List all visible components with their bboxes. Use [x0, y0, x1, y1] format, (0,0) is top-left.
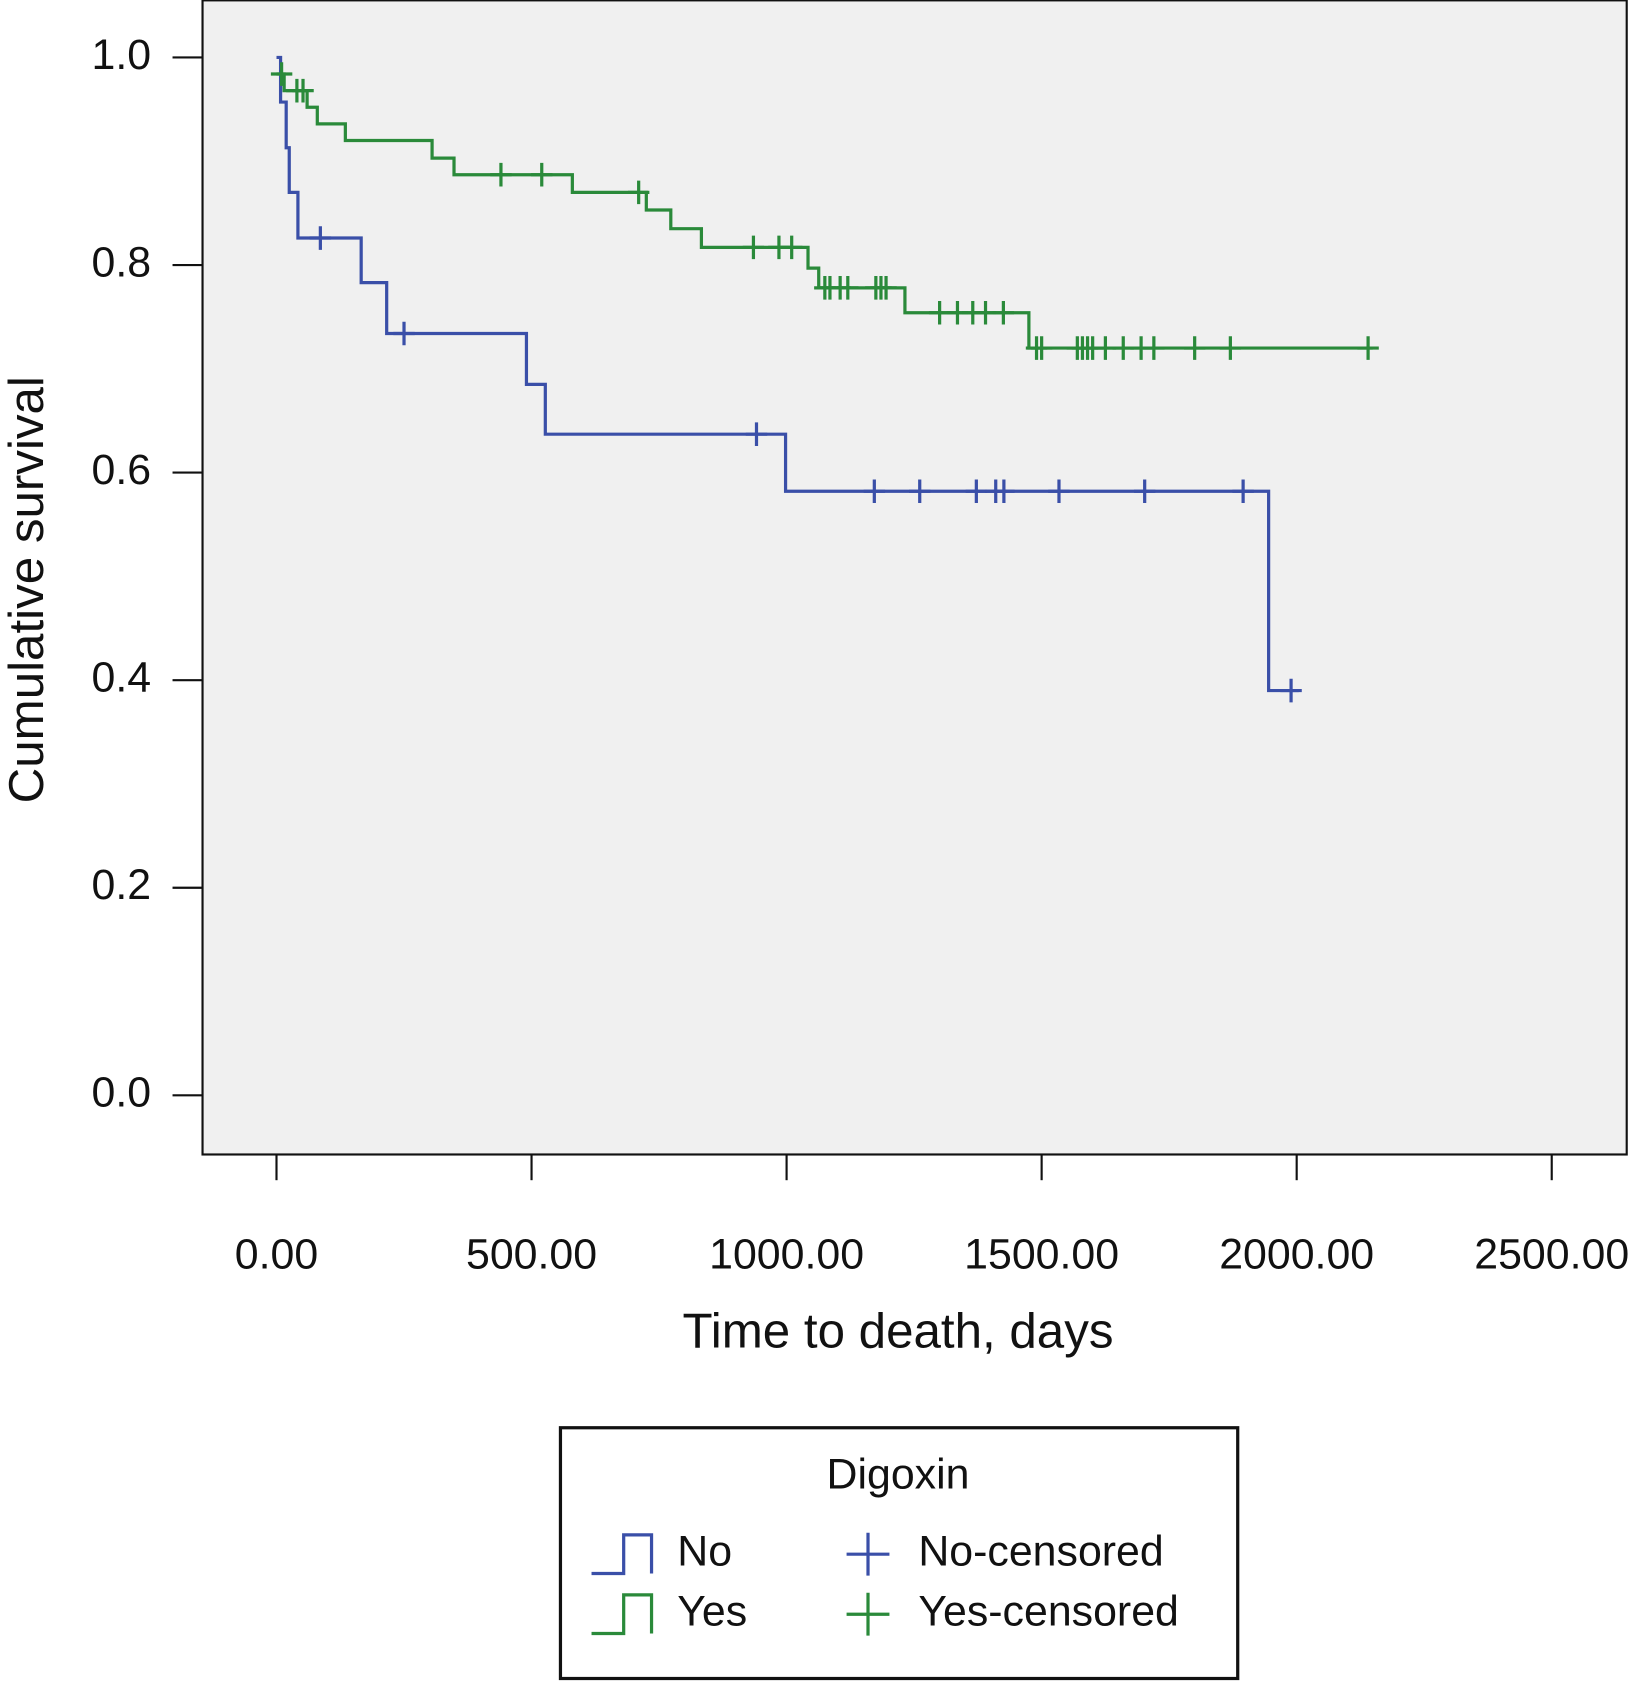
censor-mark	[875, 276, 897, 300]
censor-mark	[837, 276, 859, 300]
x-tick-label: 500.00	[466, 1231, 597, 1279]
legend-box	[558, 1426, 1240, 1681]
censor-mark	[309, 226, 332, 250]
y-tick-label: 1.0	[92, 31, 152, 79]
legend-label: Yes	[677, 1588, 747, 1636]
censor-mark	[965, 479, 988, 504]
y-tick-label: 0.6	[92, 446, 152, 494]
x-tick-label: 2500.00	[1474, 1231, 1629, 1279]
censor-mark	[490, 162, 512, 187]
censor-mark	[1030, 336, 1053, 360]
censor-mark	[1133, 479, 1156, 504]
censor-mark	[992, 300, 1015, 325]
legend-swatch	[846, 1532, 890, 1576]
censor-mark	[1183, 336, 1206, 360]
x-tick-label: 1000.00	[709, 1231, 864, 1279]
x-tick-label: 2000.00	[1219, 1231, 1374, 1279]
censor-mark	[531, 162, 553, 187]
legend-label: No	[677, 1528, 732, 1576]
legend-title: Digoxin	[827, 1450, 970, 1498]
x-tick-label: 0.00	[235, 1231, 318, 1279]
censor-mark	[1219, 336, 1242, 360]
y-tick-label: 0.8	[92, 238, 152, 286]
censor-mark	[993, 479, 1015, 504]
y-tick-label: 0.2	[92, 861, 152, 909]
censor-mark	[270, 62, 293, 86]
legend-swatch	[591, 1593, 654, 1636]
x-axis-title: Time to death, days	[683, 1304, 1114, 1359]
x-tick-label: 1500.00	[964, 1231, 1119, 1279]
censor-mark	[1357, 336, 1379, 360]
legend-swatch	[591, 1533, 654, 1576]
censor-mark	[745, 422, 768, 446]
censor-mark	[1280, 678, 1302, 703]
censor-mark	[1048, 479, 1070, 504]
censor-mark	[909, 479, 931, 504]
censor-mark	[1143, 336, 1165, 360]
legend-swatch	[846, 1592, 890, 1636]
y-tick-label: 0.0	[92, 1069, 152, 1117]
censor-mark	[393, 321, 415, 346]
censor-mark	[292, 78, 314, 103]
y-tick-label: 0.4	[92, 653, 152, 701]
censor-mark	[742, 235, 765, 260]
censor-mark	[1232, 479, 1254, 504]
censor-mark	[627, 180, 650, 205]
plot-area	[201, 0, 1628, 1156]
legend-label: No-censored	[918, 1528, 1163, 1576]
legend-label: Yes-censored	[918, 1588, 1179, 1636]
censor-mark	[863, 479, 886, 504]
censor-mark	[780, 235, 803, 260]
y-axis-title: Cumulative survival	[0, 376, 54, 803]
survival-line	[276, 55, 1299, 693]
